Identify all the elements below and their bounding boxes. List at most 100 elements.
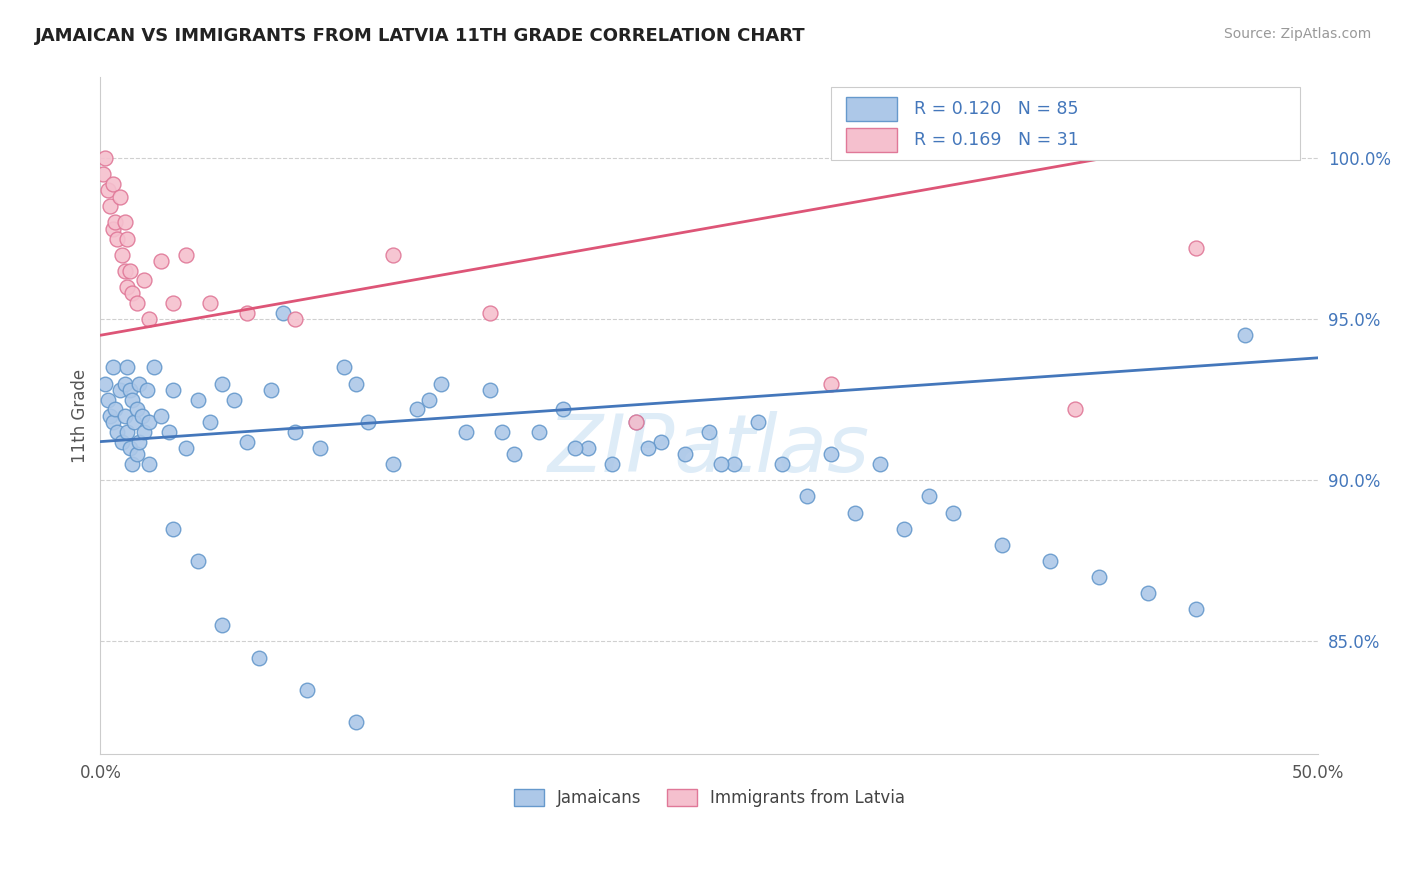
- Point: [124, 415, 146, 429]
- FancyBboxPatch shape: [846, 97, 897, 121]
- Point: [1088, 570, 1111, 584]
- Point: [723, 457, 745, 471]
- Point: [115, 425, 138, 439]
- Text: ZIPatlas: ZIPatlas: [548, 410, 870, 489]
- Point: [406, 402, 429, 417]
- Point: [104, 215, 127, 229]
- Point: [150, 409, 173, 423]
- Point: [260, 383, 283, 397]
- Point: [357, 415, 380, 429]
- Point: [118, 264, 141, 278]
- Point: [162, 522, 184, 536]
- Point: [491, 425, 513, 439]
- Point: [479, 383, 502, 397]
- Point: [1136, 586, 1159, 600]
- Point: [344, 376, 367, 391]
- Point: [344, 714, 367, 729]
- Point: [101, 177, 124, 191]
- Point: [91, 167, 114, 181]
- Point: [479, 306, 502, 320]
- Point: [710, 457, 733, 471]
- Point: [118, 383, 141, 397]
- Point: [125, 448, 148, 462]
- Text: R = 0.120   N = 85: R = 0.120 N = 85: [914, 100, 1078, 119]
- Point: [893, 522, 915, 536]
- Point: [297, 682, 319, 697]
- Text: JAMAICAN VS IMMIGRANTS FROM LATVIA 11TH GRADE CORRELATION CHART: JAMAICAN VS IMMIGRANTS FROM LATVIA 11TH …: [35, 27, 806, 45]
- Point: [284, 425, 307, 439]
- Point: [284, 312, 307, 326]
- FancyBboxPatch shape: [831, 87, 1301, 160]
- Point: [121, 392, 143, 407]
- Point: [626, 415, 648, 429]
- Point: [637, 441, 659, 455]
- Point: [114, 215, 136, 229]
- Point: [820, 448, 842, 462]
- Point: [97, 392, 120, 407]
- Point: [1185, 241, 1208, 255]
- Point: [138, 312, 160, 326]
- Point: [115, 360, 138, 375]
- Point: [770, 457, 793, 471]
- Point: [115, 280, 138, 294]
- Point: [157, 425, 180, 439]
- Point: [174, 248, 197, 262]
- Point: [107, 231, 129, 245]
- Point: [118, 441, 141, 455]
- Point: [134, 273, 156, 287]
- Point: [381, 457, 404, 471]
- Point: [138, 415, 160, 429]
- Point: [503, 448, 526, 462]
- Point: [917, 489, 939, 503]
- Point: [1185, 602, 1208, 616]
- Point: [418, 392, 440, 407]
- Point: [869, 457, 891, 471]
- Point: [114, 264, 136, 278]
- Point: [125, 296, 148, 310]
- Point: [114, 376, 136, 391]
- Point: [142, 360, 165, 375]
- Point: [101, 360, 124, 375]
- Point: [162, 296, 184, 310]
- Point: [94, 151, 117, 165]
- Point: [1234, 328, 1257, 343]
- Point: [235, 306, 257, 320]
- Point: [187, 392, 209, 407]
- Point: [430, 376, 453, 391]
- Point: [134, 425, 156, 439]
- Point: [626, 415, 648, 429]
- Point: [333, 360, 356, 375]
- Point: [697, 425, 720, 439]
- Point: [125, 402, 148, 417]
- Point: [271, 306, 294, 320]
- Point: [108, 189, 131, 203]
- Point: [844, 506, 866, 520]
- Legend: Jamaicans, Immigrants from Latvia: Jamaicans, Immigrants from Latvia: [508, 782, 911, 814]
- Point: [747, 415, 769, 429]
- Point: [135, 383, 157, 397]
- Point: [104, 402, 127, 417]
- Point: [600, 457, 623, 471]
- Point: [138, 457, 160, 471]
- Point: [150, 254, 173, 268]
- Point: [101, 222, 124, 236]
- Point: [1063, 402, 1085, 417]
- Point: [942, 506, 965, 520]
- Point: [107, 425, 129, 439]
- Point: [308, 441, 330, 455]
- Point: [174, 441, 197, 455]
- Point: [576, 441, 599, 455]
- Point: [650, 434, 672, 449]
- Point: [224, 392, 246, 407]
- Point: [198, 415, 221, 429]
- Point: [115, 231, 138, 245]
- Point: [111, 434, 134, 449]
- Y-axis label: 11th Grade: 11th Grade: [72, 368, 89, 463]
- Point: [553, 402, 575, 417]
- Point: [564, 441, 586, 455]
- Point: [111, 248, 134, 262]
- Point: [454, 425, 477, 439]
- Point: [820, 376, 842, 391]
- Point: [128, 376, 150, 391]
- Point: [990, 538, 1012, 552]
